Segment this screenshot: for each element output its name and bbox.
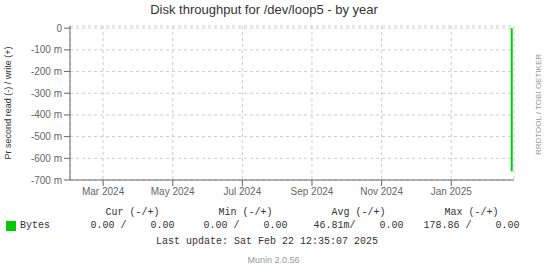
html-text:Last update: Sat Feb 22 12:35:: Last update: Sat Feb 22 12:35:07 2025 [156, 236, 378, 247]
html-text:Avg (-/+): Avg (-/+) [331, 207, 386, 218]
svg-text:-300 m: -300 m [31, 88, 62, 99]
svg-text:Pr second read (-) / write (+): Pr second read (-) / write (+) [8, 47, 13, 160]
html-text:Cur (-/+): Cur (-/+) [105, 207, 160, 218]
html-text:Max (-/+): Max (-/+) [444, 207, 499, 218]
html-text:178.86 / 0.00: 178.86 / 0.00 [423, 220, 520, 231]
html-text:0.00 / 0.00: 0.00 / 0.00 [90, 220, 175, 231]
html-text:Disk throughput for /dev/loop5: Disk throughput for /dev/loop5 - by year [150, 2, 378, 17]
svg-text:Sep 2024: Sep 2024 [291, 186, 334, 197]
html-text:46.81m/ 0.00: 46.81m/ 0.00 [313, 220, 404, 231]
svg-text:-100 m: -100 m [31, 44, 62, 55]
svg-text:0: 0 [56, 23, 62, 34]
html-text:RRDTOOL / TOBI OETIKER: RRDTOOL / TOBI OETIKER [533, 54, 543, 156]
svg-text:May 2024: May 2024 [151, 186, 195, 197]
html-text:Munin 2.0.56: Munin 2.0.56 [247, 255, 300, 265]
html-text:Min (-/+): Min (-/+) [218, 207, 273, 218]
svg-text:-600 m: -600 m [31, 153, 62, 164]
svg-text:-400 m: -400 m [31, 109, 62, 120]
svg-text:Mar 2024: Mar 2024 [82, 186, 125, 197]
html-text:0.00 / 0.00: 0.00 / 0.00 [203, 220, 288, 231]
svg-text:Jul 2024: Jul 2024 [223, 186, 261, 197]
html-text:Bytes: Bytes [20, 220, 50, 231]
svg-text:-500 m: -500 m [31, 131, 62, 142]
svg-text:-700 m: -700 m [31, 175, 62, 186]
svg-text:Nov 2024: Nov 2024 [360, 186, 403, 197]
svg-text:Jan 2025: Jan 2025 [431, 186, 473, 197]
svg-text:-200 m: -200 m [31, 66, 62, 77]
